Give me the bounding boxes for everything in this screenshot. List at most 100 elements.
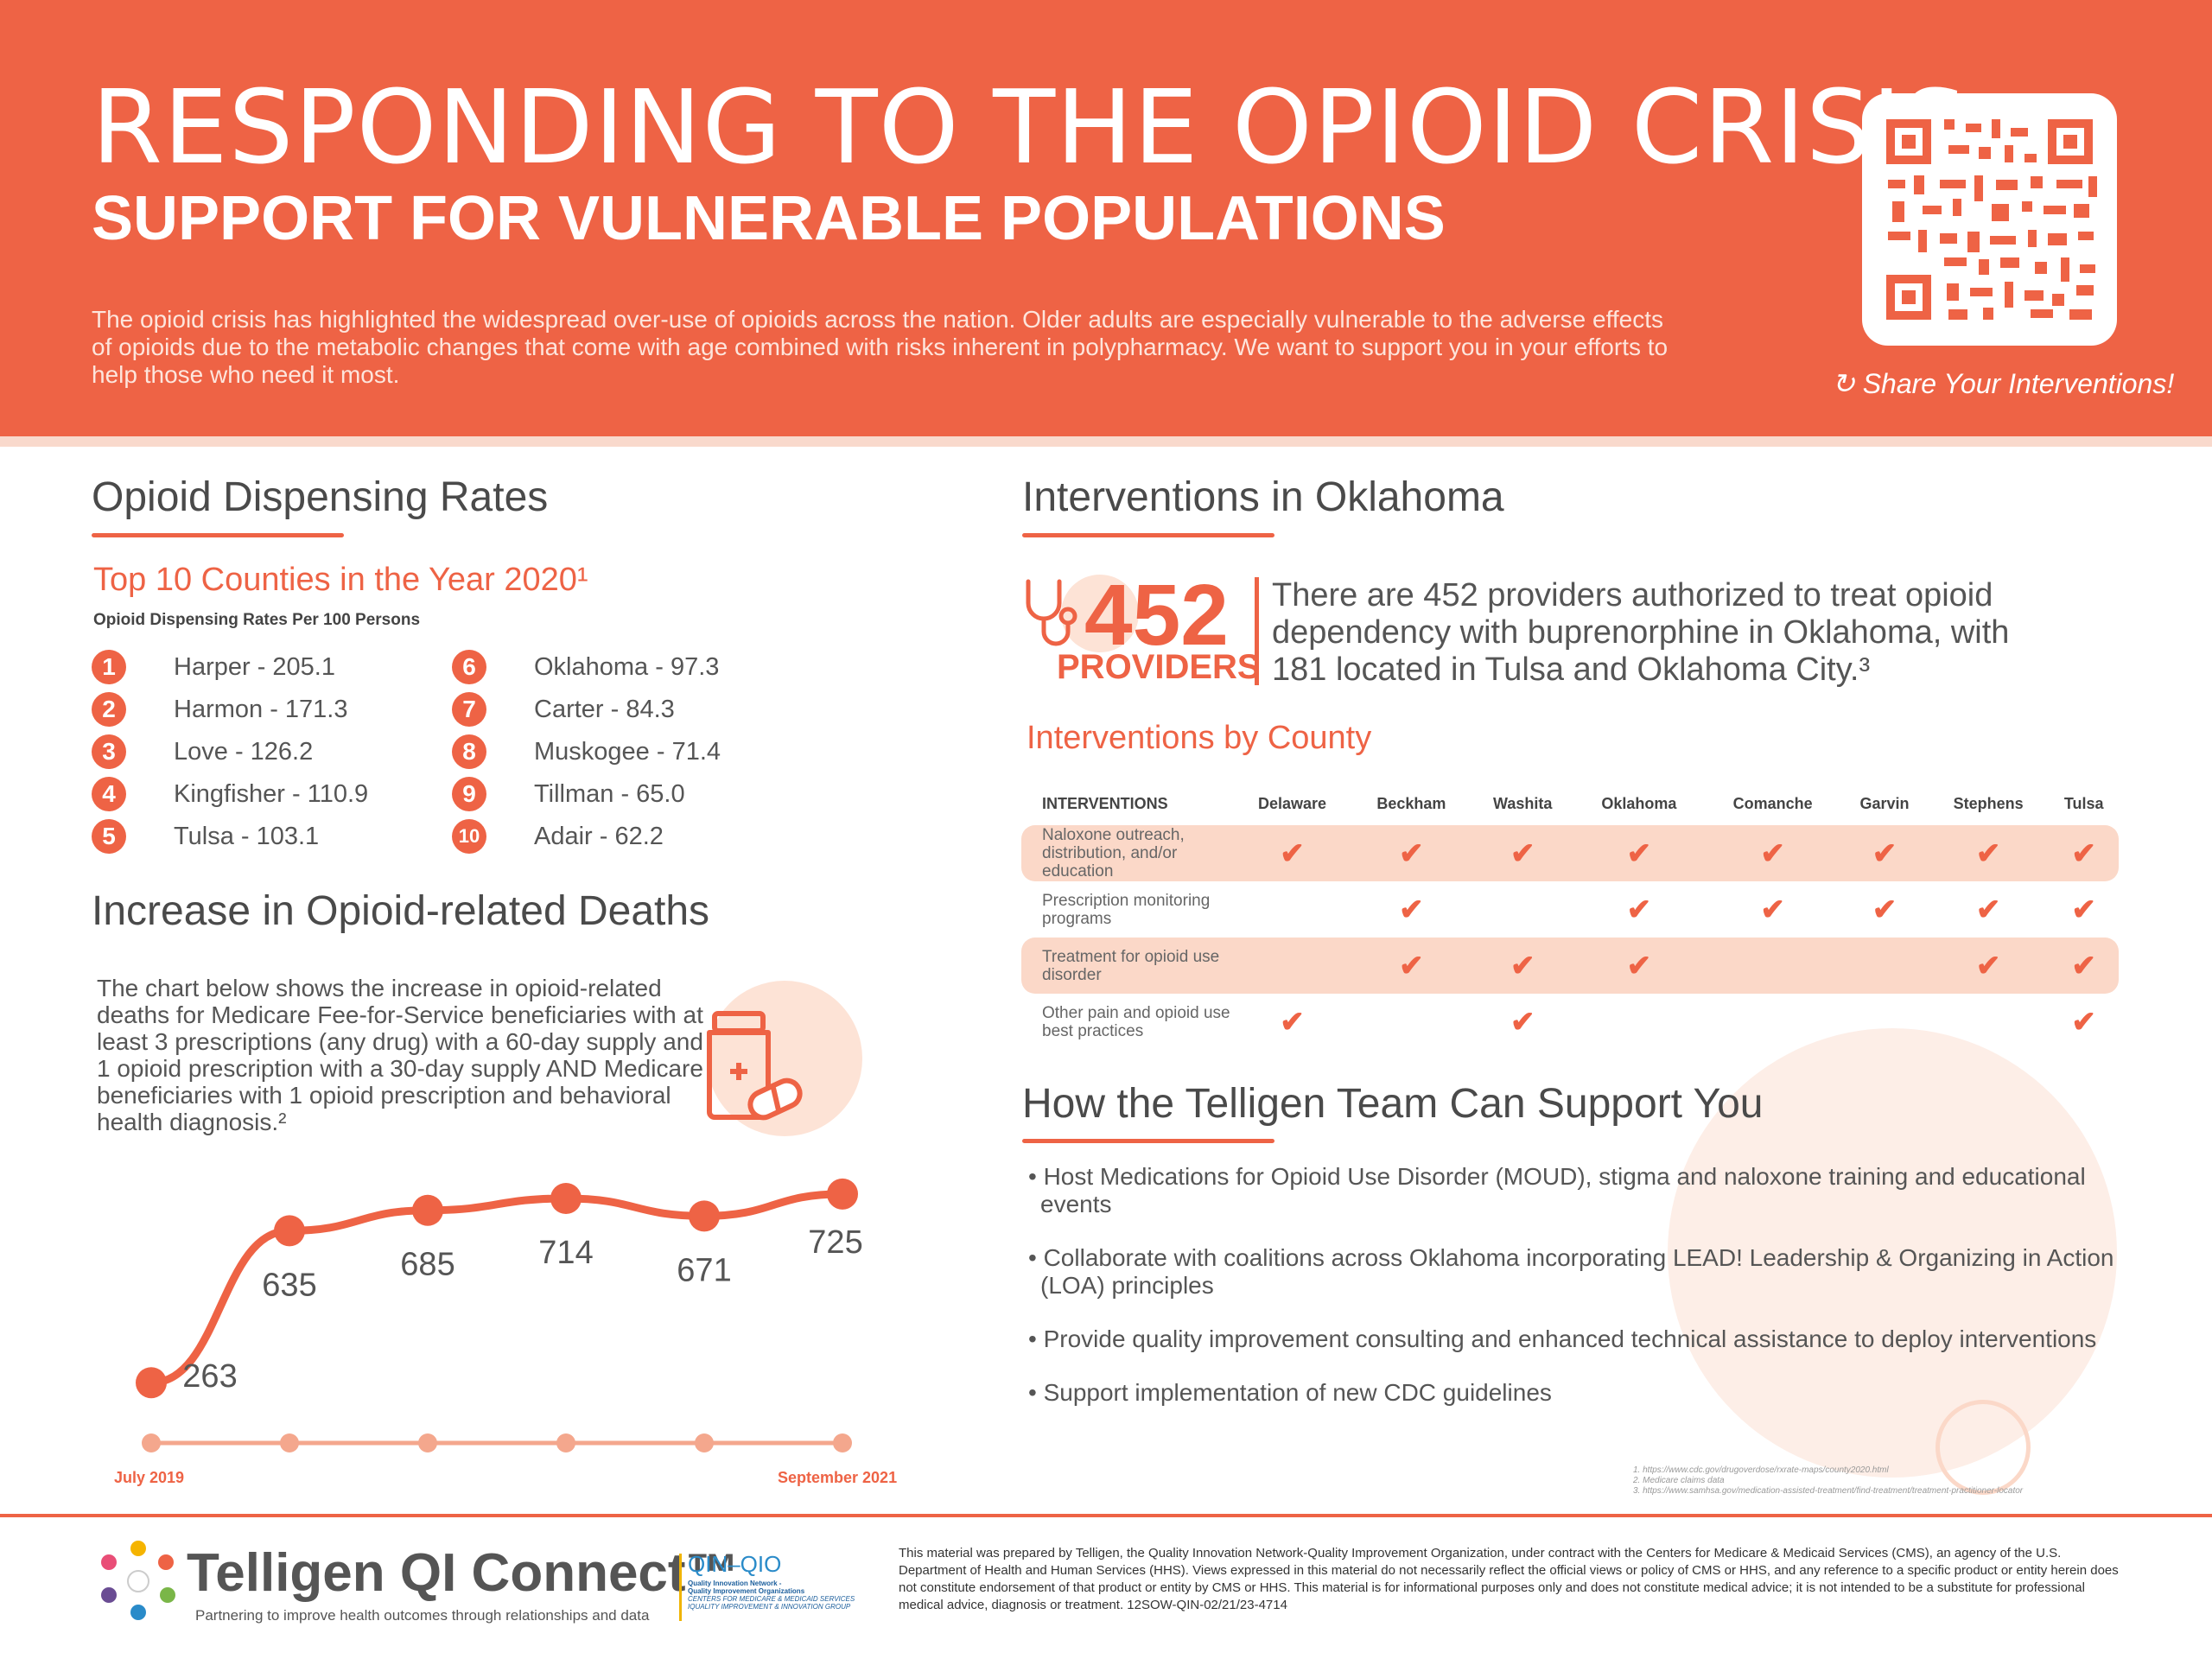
decorative-ring: [1936, 1400, 2031, 1495]
share-interventions-link[interactable]: ↻ Share Your Interventions!: [1832, 367, 2174, 400]
qr-code-graphic: [1886, 119, 2097, 320]
qin-line: IQUALITY IMPROVEMENT & INNOVATION GROUP: [688, 1603, 851, 1611]
providers-label: PROVIDERS: [1057, 648, 1261, 686]
column-header: Tulsa: [2063, 794, 2104, 812]
share-arrow-icon: ↻: [1832, 368, 1863, 399]
table-cell: [1351, 994, 1471, 1050]
checkmark-icon: ✔: [1626, 893, 1652, 926]
support-item: • Host Medications for Opioid Use Disord…: [1028, 1163, 2086, 1217]
county-label: Tillman - 65.0: [534, 779, 685, 808]
table-cell: ✔: [1704, 881, 1841, 938]
county-item: 5 Tulsa - 103.1: [92, 817, 319, 855]
stethoscope-icon: [1026, 579, 1077, 646]
table-cell: ✔: [1471, 938, 1574, 994]
x-axis-dot: [142, 1433, 161, 1452]
table-cell: ✔: [1471, 994, 1574, 1050]
x-end-label: September 2021: [778, 1469, 898, 1486]
county-label: Muskogee - 71.4: [534, 737, 721, 766]
table-cell: ✔: [2049, 994, 2119, 1050]
qin-line: Quality Improvement Organizations: [688, 1587, 805, 1595]
series-line: [147, 1190, 847, 1387]
table-cell: ✔: [1841, 825, 1928, 881]
table-cell: ✔: [2049, 881, 2119, 938]
data-label: 635: [262, 1267, 316, 1303]
table-cell: [1704, 938, 1842, 994]
interventions-by-county-heading: Interventions by County: [1027, 720, 1372, 756]
rank-badge: 3: [92, 734, 126, 769]
rank-badge: 7: [452, 692, 486, 727]
providers-divider: [1255, 577, 1259, 685]
data-point: [274, 1215, 305, 1247]
county-item: 8 Muskogee - 71.4: [452, 733, 721, 771]
deaths-heading: Increase in Opioid-related Deaths: [92, 888, 710, 934]
page-title: RESPONDING TO THE OPIOID CRISIS: [92, 67, 1968, 187]
qin-qio-title: QIN–QIO: [688, 1551, 782, 1577]
county-item: 9 Tillman - 65.0: [452, 775, 685, 813]
checkmark-icon: ✔: [1399, 893, 1424, 926]
x-axis-dot: [556, 1433, 575, 1452]
data-point: [689, 1200, 720, 1232]
deaths-line-chart: 263 635 685 714 671 725: [136, 1178, 863, 1452]
dispensing-underline: [92, 533, 344, 537]
checkmark-icon: ✔: [1975, 949, 2001, 982]
table-cell: [1471, 881, 1574, 938]
county-label: Love - 126.2: [174, 737, 314, 766]
share-label: Share Your Interventions!: [1862, 368, 2175, 399]
data-point: [550, 1183, 582, 1215]
rank-badge: 8: [452, 734, 486, 769]
support-list: • Host Medications for Opioid Use Disord…: [1028, 1163, 2126, 1433]
data-label: 263: [182, 1358, 237, 1395]
qin-divider: [679, 1554, 682, 1621]
table-cell: ✔: [1841, 881, 1928, 938]
checkmark-icon: ✔: [2071, 949, 2096, 982]
intervention-label: Other pain and opioid use best practices: [1042, 1003, 1230, 1040]
column-header: Washita: [1493, 794, 1553, 812]
table-cell: ✔: [1704, 825, 1842, 881]
county-label: Tulsa - 103.1: [174, 822, 320, 850]
county-label: Harper - 205.1: [174, 652, 335, 681]
x-axis-dot: [280, 1433, 299, 1452]
table-row: Other pain and opioid use best practices…: [1021, 994, 2119, 1050]
disclaimer-text: This material was prepared by Telligen, …: [899, 1546, 2119, 1612]
support-heading: How the Telligen Team Can Support You: [1022, 1081, 1764, 1127]
table-row: Treatment for opioid use disorder ✔ ✔ ✔ ✔ ✔: [1021, 938, 2119, 994]
reference-item[interactable]: 3. https://www.samhsa.gov/medication-ass…: [1633, 1486, 2024, 1496]
table-cell: [1574, 994, 1705, 1050]
county-label: Harmon - 171.3: [174, 695, 348, 723]
column-header: Delaware: [1257, 794, 1327, 812]
column-header: INTERVENTIONS: [1042, 794, 1168, 812]
table-cell: ✔: [1574, 881, 1705, 938]
table-row: Naloxone outreach, distribution, and/or …: [1021, 825, 2119, 881]
rank-badge: 4: [92, 777, 126, 811]
pill-bottle-icon: [707, 1011, 803, 1121]
checkmark-icon: ✔: [1872, 836, 1897, 870]
checkmark-icon: ✔: [1760, 836, 1785, 870]
reference-item[interactable]: 1. https://www.cdc.gov/drugoverdose/rxra…: [1633, 1465, 1889, 1475]
providers-description: There are 452 providers authorized to tr…: [1272, 577, 2010, 688]
data-point: [827, 1178, 858, 1210]
table-cell: ✔: [1351, 881, 1471, 938]
data-point: [412, 1194, 443, 1226]
references: 1. https://www.cdc.gov/drugoverdose/rxra…: [1633, 1465, 2023, 1497]
x-axis-dot: [418, 1433, 437, 1452]
header-divider: [0, 436, 2212, 447]
table-cell: ✔: [2049, 825, 2119, 881]
county-label: Kingfisher - 110.9: [174, 779, 369, 808]
checkmark-icon: ✔: [1626, 949, 1652, 982]
data-point: [136, 1367, 167, 1399]
intro-text: The opioid crisis has highlighted the wi…: [92, 306, 1669, 388]
table-cell: ✔: [1573, 825, 1705, 881]
intervention-label: Naloxone outreach, distribution, and/or …: [1021, 825, 1233, 881]
checkmark-icon: ✔: [2071, 1005, 2096, 1039]
qin-qio-text: Quality Innovation Network - Quality Imp…: [688, 1580, 855, 1611]
decorative-circle: [1668, 1028, 2117, 1478]
qr-code[interactable]: [1862, 93, 2117, 346]
telligen-logo-text: Telligen QI Connect™: [187, 1543, 740, 1603]
footer-divider: [0, 1514, 2212, 1517]
qin-line: Quality Innovation Network -: [688, 1580, 782, 1587]
table-cell: [1233, 938, 1352, 994]
x-start-label: July 2019: [114, 1469, 185, 1486]
column-header: Oklahoma: [1601, 794, 1677, 812]
checkmark-icon: ✔: [1975, 893, 2001, 926]
top-counties-heading: Top 10 Counties in the Year 2020¹: [93, 562, 588, 598]
